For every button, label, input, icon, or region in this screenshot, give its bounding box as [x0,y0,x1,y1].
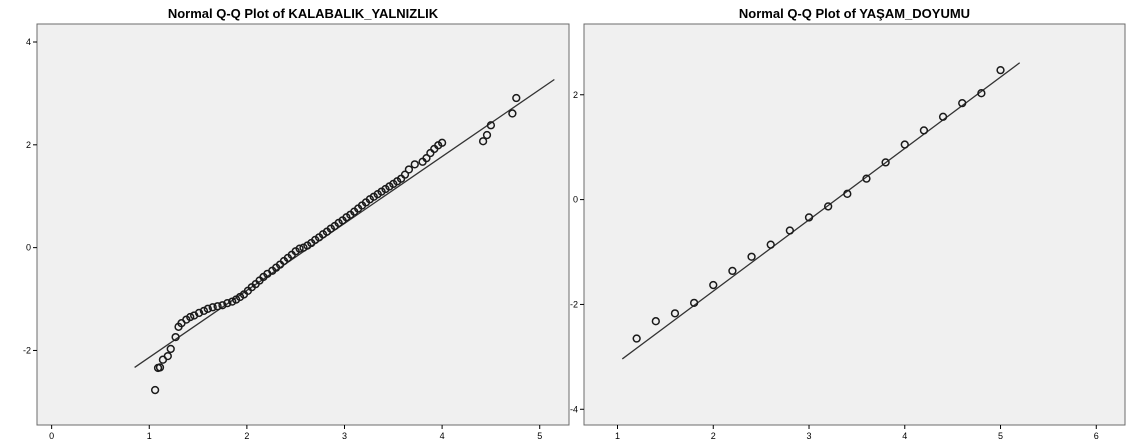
right-reference-line [621,62,1021,360]
left-x-tick-label: 5 [537,431,542,441]
right-data-point [824,202,833,211]
right-x-tick-label: 6 [1094,431,1099,441]
left-x-tick-label: 1 [147,431,152,441]
left-data-point [171,332,180,342]
right-data-point [881,158,890,167]
left-data-point [163,351,172,361]
left-data-point [478,137,488,146]
right-plot-area [583,23,1126,426]
left-data-point [404,165,414,174]
right-x-tick-label: 4 [902,431,907,441]
left-data-point [437,138,447,147]
left-x-tick-label: 2 [244,431,249,441]
right-data-point [804,213,814,222]
right-y-tick-label: 2 [573,90,578,100]
right-data-point [843,189,852,198]
right-data-point [958,99,967,108]
right-data-point [938,112,948,121]
right-data-point [709,280,718,290]
right-data-point [651,317,660,326]
left-plot-area [36,23,570,426]
right-data-point [996,65,1005,75]
left-x-tick-label: 0 [49,431,54,441]
right-data-point [862,174,871,183]
right-data-point [766,240,775,249]
right-data-point [632,334,641,343]
right-x-tick-label: 3 [807,431,812,441]
right-data-point [728,266,737,276]
left-data-point [218,301,227,310]
left-data-point [223,299,232,308]
right-y-tick-label: -2 [570,299,578,309]
left-data-point [410,160,419,169]
right-data-point [919,126,929,135]
left-data-point [295,244,304,253]
right-data-point [785,226,795,235]
right-data-point [900,140,909,149]
left-data-point [155,363,165,372]
left-data-point [150,385,160,395]
left-data-point [166,344,175,354]
left-x-tick-label: 4 [440,431,445,441]
chart-title-left: Normal Q-Q Plot of KALABALIK_YALNIZLIK [167,6,439,21]
left-data-point [213,302,222,311]
left-data-point [512,93,521,103]
right-x-tick-label: 1 [615,431,620,441]
left-y-tick-label: -2 [23,345,31,355]
left-x-tick-label: 3 [342,431,347,441]
right-x-tick-label: 5 [998,431,1003,441]
left-data-point [194,308,204,318]
right-data-point [689,298,699,308]
left-data-point [422,154,431,163]
right-data-point [670,309,680,318]
right-data-point [977,89,986,98]
left-data-point [486,121,496,130]
left-data-point [208,303,217,312]
left-y-tick-label: 0 [26,243,31,253]
left-data-point [400,170,410,179]
right-x-tick-label: 2 [711,431,716,441]
left-data-point [186,312,195,322]
right-data-point [747,252,756,261]
right-y-tick-label: -4 [570,404,578,414]
left-data-point [203,304,212,313]
left-y-tick-label: 4 [26,37,31,47]
left-data-point [482,130,492,140]
right-y-tick-label: 0 [573,195,578,205]
chart-title-right: Normal Q-Q Plot of YAŞAM_DOYUMU [738,6,971,21]
left-y-tick-label: 2 [26,140,31,150]
left-data-point [508,109,517,118]
